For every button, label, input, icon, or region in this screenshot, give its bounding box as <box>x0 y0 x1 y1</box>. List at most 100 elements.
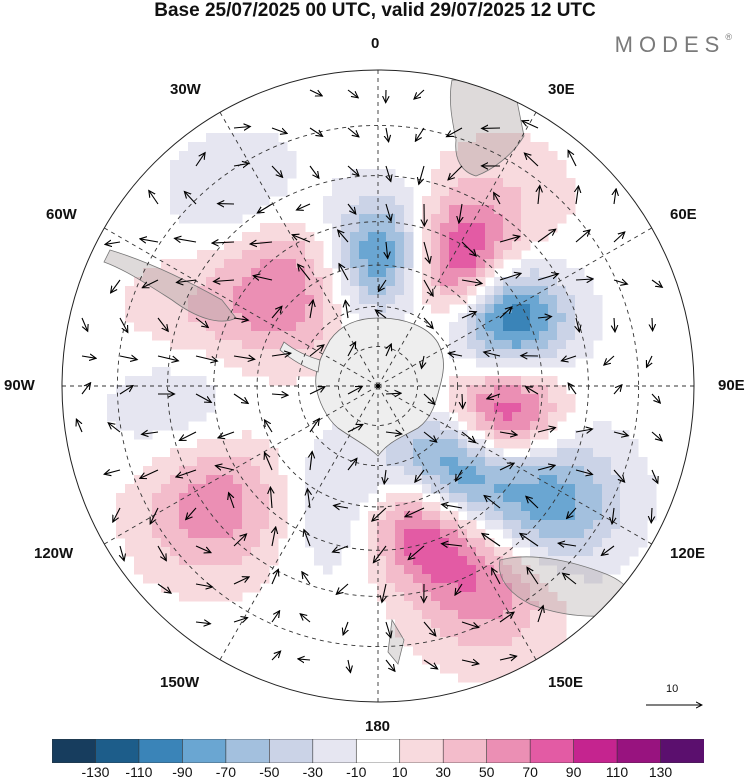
field-cell <box>395 601 405 611</box>
field-cell <box>548 187 558 197</box>
field-cell <box>341 457 351 467</box>
field-cell <box>458 583 468 593</box>
colorbar-segment <box>486 739 531 763</box>
field-cell <box>521 493 531 503</box>
field-cell <box>296 250 306 260</box>
field-cell <box>422 196 432 206</box>
wind-arrow <box>647 355 653 367</box>
field-cell <box>521 610 531 620</box>
field-cell <box>278 349 288 359</box>
field-cell <box>359 250 369 260</box>
field-cell <box>116 412 126 422</box>
field-cell <box>170 520 180 530</box>
field-cell <box>575 529 585 539</box>
wind-arrow <box>119 317 128 332</box>
field-cell <box>125 520 135 530</box>
field-cell <box>566 349 576 359</box>
field-cell <box>251 160 261 170</box>
field-cell <box>521 376 531 386</box>
field-cell <box>377 232 387 242</box>
wind-arrow <box>576 186 579 205</box>
field-cell <box>233 592 243 602</box>
field-cell <box>143 403 153 413</box>
field-cell <box>467 610 477 620</box>
field-cell <box>269 169 279 179</box>
field-cell <box>476 457 486 467</box>
field-cell <box>206 484 216 494</box>
field-cell <box>242 538 252 548</box>
field-cell <box>332 493 342 503</box>
field-cell <box>521 520 531 530</box>
field-cell <box>215 322 225 332</box>
field-cell <box>584 313 594 323</box>
field-cell <box>575 340 585 350</box>
field-cell <box>395 241 405 251</box>
field-cell <box>458 493 468 503</box>
field-cell <box>269 511 279 521</box>
field-cell <box>413 565 423 575</box>
field-cell <box>314 502 324 512</box>
field-cell <box>611 565 621 575</box>
field-cell <box>359 295 369 305</box>
field-cell <box>458 457 468 467</box>
lon-label-90w: 90W <box>4 377 35 394</box>
colorbar-segment <box>182 739 227 763</box>
field-cell <box>386 574 396 584</box>
field-cell <box>134 295 144 305</box>
map-title: Base 25/07/2025 00 UTC, valid 29/07/2025… <box>154 0 596 21</box>
field-cell <box>359 187 369 197</box>
field-cell <box>539 421 549 431</box>
field-cell <box>611 484 621 494</box>
field-cell <box>485 295 495 305</box>
field-cell <box>386 196 396 206</box>
field-cell <box>125 493 135 503</box>
field-cell <box>530 619 540 629</box>
field-cell <box>467 664 477 674</box>
field-cell <box>467 376 477 386</box>
field-cell <box>512 637 522 647</box>
wind-arrow <box>233 127 250 129</box>
field-cell <box>188 304 198 314</box>
field-cell <box>152 511 162 521</box>
wind-arrow <box>537 428 556 432</box>
field-cell <box>161 385 171 395</box>
wind-arrow <box>461 660 479 664</box>
field-cell <box>305 286 315 296</box>
field-cell <box>278 376 288 386</box>
field-cell <box>494 601 504 611</box>
field-cell <box>269 259 279 269</box>
field-cell <box>494 565 504 575</box>
field-cell <box>476 151 486 161</box>
field-cell <box>278 304 288 314</box>
wind-arrow <box>613 432 628 436</box>
field-cell <box>197 511 207 521</box>
field-cell <box>116 403 126 413</box>
field-cell <box>422 232 432 242</box>
field-cell <box>242 511 252 521</box>
field-cell <box>485 178 495 188</box>
wind-arrow <box>372 507 387 521</box>
field-cell <box>170 268 180 278</box>
field-cell <box>539 376 549 386</box>
field-cell <box>197 592 207 602</box>
field-cell <box>143 475 153 485</box>
field-cell <box>557 187 567 197</box>
field-cell <box>449 583 459 593</box>
field-cell <box>467 646 477 656</box>
field-cell <box>449 394 459 404</box>
field-cell <box>233 322 243 332</box>
field-cell <box>395 304 405 314</box>
field-cell <box>422 223 432 233</box>
field-cell <box>521 601 531 611</box>
field-cell <box>260 511 270 521</box>
field-cell <box>575 538 585 548</box>
field-cell <box>359 466 369 476</box>
wind-arrow <box>347 342 356 357</box>
colorbar-segment <box>95 739 140 763</box>
field-cell <box>557 529 567 539</box>
field-cell <box>512 538 522 548</box>
field-cell <box>521 430 531 440</box>
field-cell <box>395 493 405 503</box>
wind-arrow <box>461 621 479 628</box>
field-cell <box>530 205 540 215</box>
